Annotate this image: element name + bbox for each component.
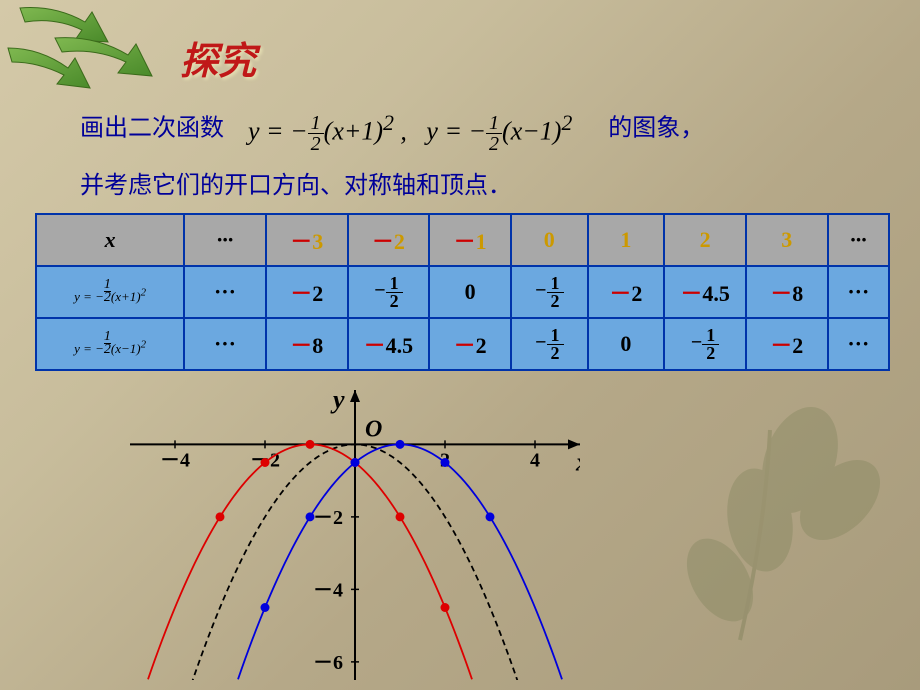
svg-text:－4: －4 [313,579,343,601]
prompt-part3: 并考虑它们的开口方向、对称轴和顶点． [80,173,512,199]
background-flora [620,380,900,660]
cell: −12 [511,266,588,318]
cell: －8 [266,318,348,370]
chart-svg: －4－224－2－4－6xyO [130,390,580,680]
table-header-row: x ··· －3 －2 －1 0 1 2 3 ··· [36,214,889,266]
header-dots: ··· [828,214,889,266]
header-val: －3 [266,214,348,266]
cell: 0 [429,266,511,318]
cell: －4.5 [348,318,430,370]
cell: ··· [184,266,266,318]
svg-text:x: x [575,447,580,476]
cell: ··· [828,266,889,318]
data-table: x ··· －3 －2 －1 0 1 2 3 ··· y = −12(x+1)2… [35,213,890,371]
cell: －4.5 [664,266,746,318]
header-val: 1 [588,214,665,266]
cell: −12 [664,318,746,370]
header-dots: ··· [184,214,266,266]
page-title: 探究 [180,30,256,85]
svg-text:y: y [330,390,345,414]
header-val: 2 [664,214,746,266]
formula-1: y = −12(x+1)2 , y = −12(x−1)2 [248,100,572,160]
row1-formula: y = −12(x+1)2 [36,266,184,318]
decorative-arrows [0,0,190,95]
cell: －8 [746,266,828,318]
cell: －2 [588,266,665,318]
cell: −12 [511,318,588,370]
row2-formula: y = −12(x−1)2 [36,318,184,370]
cell: ··· [184,318,266,370]
svg-text:－4: －4 [160,449,190,471]
header-val: －2 [348,214,430,266]
header-x: x [36,214,184,266]
prompt-part1: 画出二次函数 [80,115,224,141]
svg-text:O: O [365,416,382,442]
parabola-chart: －4－224－2－4－6xyO [130,390,580,680]
table-row-2: y = −12(x−1)2 ··· －8 －4.5 －2 −12 0 −12 －… [36,318,889,370]
prompt-part2: 的图象， [608,115,704,141]
header-val: 3 [746,214,828,266]
header-val: 0 [511,214,588,266]
cell: ··· [828,318,889,370]
cell: －2 [429,318,511,370]
cell: －2 [746,318,828,370]
cell: −12 [348,266,430,318]
table-row-1: y = −12(x+1)2 ··· －2 −12 0 −12 －2 －4.5 －… [36,266,889,318]
cell: －2 [266,266,348,318]
svg-text:4: 4 [530,449,540,471]
prompt-text: 画出二次函数 y = −12(x+1)2 , y = −12(x−1)2 的图象… [80,100,880,213]
header-val: －1 [429,214,511,266]
svg-text:－2: －2 [313,507,343,529]
svg-text:－6: －6 [313,652,343,674]
cell: 0 [588,318,665,370]
